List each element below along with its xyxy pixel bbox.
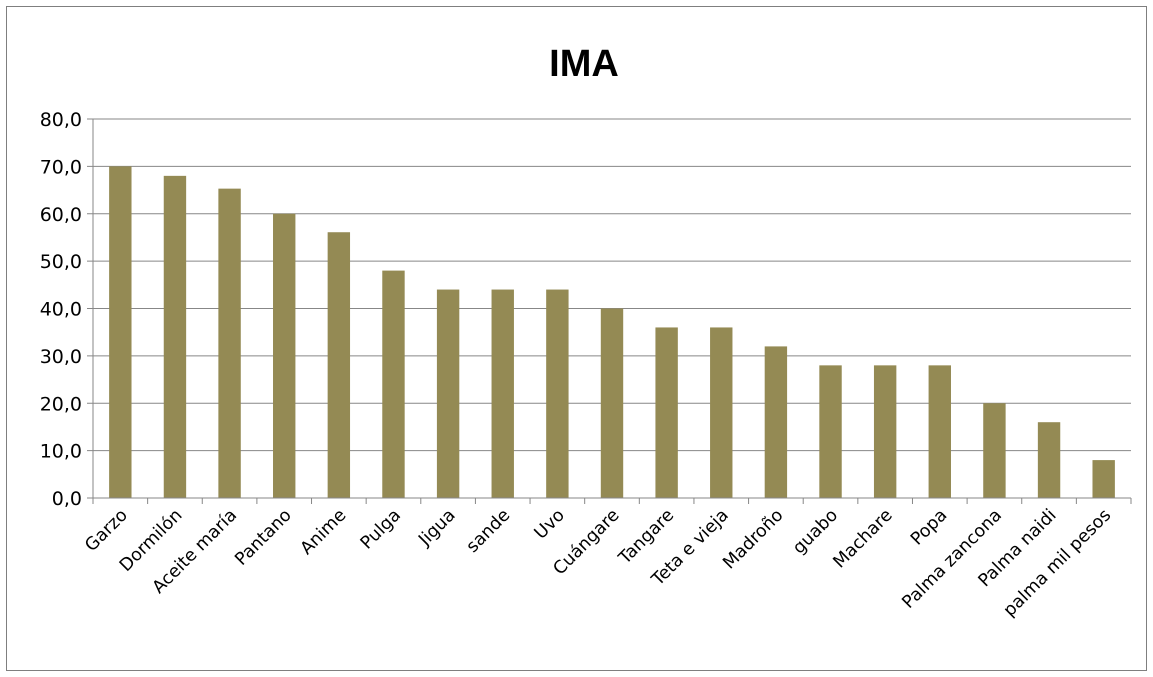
y-tick-label: 80,0 bbox=[40, 109, 82, 131]
bar bbox=[546, 290, 568, 498]
y-tick-label: 50,0 bbox=[40, 251, 82, 273]
x-category-label: Anime bbox=[297, 505, 351, 559]
bar bbox=[218, 189, 240, 498]
y-tick-label: 40,0 bbox=[40, 299, 82, 321]
x-category-label: Machare bbox=[830, 505, 897, 572]
bar bbox=[710, 327, 732, 498]
y-tick-label: 30,0 bbox=[40, 346, 82, 368]
x-category-label: palma mil pesos bbox=[1000, 505, 1115, 620]
bar bbox=[874, 365, 896, 498]
x-category-label: Uvo bbox=[531, 505, 569, 543]
bar bbox=[437, 290, 459, 498]
x-category-label: Madroño bbox=[719, 505, 787, 573]
y-axis-tick-labels: 0,0 10,0 20,0 30,0 40,0 50,0 60,0 70,0 80,0 bbox=[40, 109, 82, 510]
x-category-label: Jigua bbox=[414, 505, 459, 550]
bar bbox=[601, 309, 623, 499]
bar bbox=[492, 290, 514, 498]
bar bbox=[164, 176, 186, 498]
bar bbox=[765, 346, 787, 498]
bar bbox=[382, 271, 404, 498]
y-tick-label: 0,0 bbox=[52, 488, 82, 510]
bar bbox=[655, 327, 677, 498]
bar bbox=[983, 403, 1005, 498]
x-category-label: Garzo bbox=[81, 505, 131, 555]
y-tick-label: 20,0 bbox=[40, 393, 82, 415]
x-category-label: Pulga bbox=[357, 505, 405, 553]
y-tick-label: 70,0 bbox=[40, 156, 82, 178]
bar bbox=[109, 166, 131, 498]
x-category-label: sande bbox=[463, 505, 514, 556]
bars bbox=[109, 166, 1115, 498]
x-category-label: Palma zancona bbox=[899, 505, 1006, 612]
bar bbox=[1092, 460, 1114, 498]
y-tick-label: 60,0 bbox=[40, 204, 82, 226]
bar bbox=[328, 232, 350, 498]
bar bbox=[1038, 422, 1060, 498]
bar bbox=[273, 214, 295, 498]
y-tick-label: 10,0 bbox=[40, 441, 82, 463]
bar bbox=[819, 365, 841, 498]
chart-title: IMA bbox=[549, 43, 619, 85]
x-category-label: Pantano bbox=[231, 505, 295, 569]
bar bbox=[929, 365, 951, 498]
x-category-label: Popa bbox=[907, 505, 951, 549]
x-category-label: guabo bbox=[789, 505, 842, 558]
